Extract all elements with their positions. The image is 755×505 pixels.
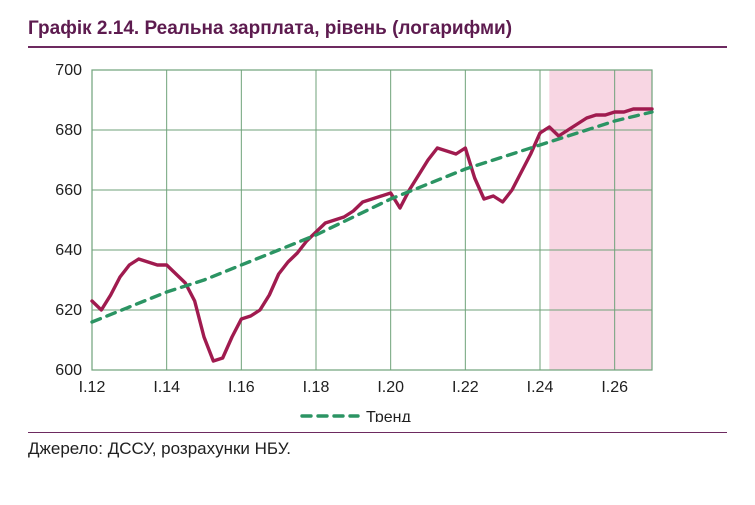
x-tick-label: I.14: [153, 379, 180, 396]
y-tick-label: 600: [55, 362, 82, 379]
x-tick-label: I.18: [303, 379, 330, 396]
x-tick-label: I.26: [601, 379, 628, 396]
title-prefix: Графік 2.14.: [28, 18, 139, 39]
x-tick-label: I.24: [527, 379, 554, 396]
x-tick-label: I.20: [377, 379, 404, 396]
x-tick-label: I.22: [452, 379, 479, 396]
source-rule: [28, 432, 727, 433]
legend-label-trend: Тренд: [366, 409, 412, 422]
y-tick-label: 640: [55, 242, 82, 259]
chart-svg: 600 620 640 660 680 700 I.12 I.14 I.16 I.18 I.20 I.…: [38, 62, 678, 422]
y-tick-label: 680: [55, 122, 82, 139]
y-tick-label: 620: [55, 302, 82, 319]
title-rule: [28, 46, 727, 48]
chart-title: Графік 2.14. Реальна зарплата, рівень (л…: [28, 18, 727, 40]
y-tick-label: 660: [55, 182, 82, 199]
chart-source: Джерело: ДССУ, розрахунки НБУ.: [28, 439, 727, 459]
x-tick-label: I.16: [228, 379, 255, 396]
chart-area: 600 620 640 660 680 700 I.12 I.14 I.16 I.18 I.20 I.…: [38, 62, 678, 422]
y-tick-label: 700: [55, 62, 82, 79]
x-tick-label: I.12: [79, 379, 106, 396]
title-rest: Реальна зарплата, рівень (логарифми): [139, 18, 512, 39]
